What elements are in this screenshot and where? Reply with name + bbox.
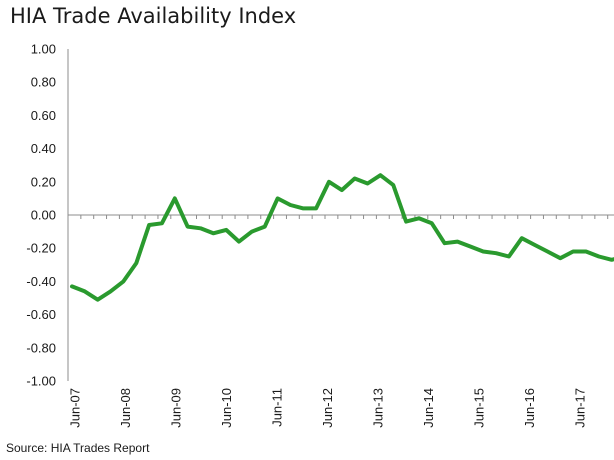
- x-tick-label: Jun-07: [68, 388, 83, 428]
- y-tick-label: 0.40: [31, 141, 56, 156]
- x-tick-labels: Jun-07 Jun-08 Jun-09 Jun-10 Jun-11 Jun-12 Jun-…: [68, 388, 588, 428]
- x-tick-label: Jun-17: [573, 388, 588, 428]
- x-tick-label: Jun-11: [270, 388, 285, 427]
- chart-title: HIA Trade Availability Index: [10, 4, 297, 28]
- x-tick-label: Jun-08: [118, 388, 133, 428]
- y-tick-label: 0.20: [31, 174, 56, 189]
- source-note: Source: HIA Trades Report: [6, 441, 150, 455]
- x-tick-label: Jun-09: [169, 388, 184, 428]
- series-line: [70, 173, 614, 302]
- x-tick-label: Jun-16: [522, 388, 537, 428]
- y-tick-label: 0.00: [31, 208, 56, 223]
- x-tick-label: Jun-13: [371, 388, 386, 428]
- line-chart: 1.00 0.80 0.60 0.40 0.20 0.00 -0.20 -0.40 -0.60 -…: [26, 42, 614, 428]
- x-tick-label: Jun-15: [472, 388, 487, 428]
- x-tick-label: Jun-14: [421, 388, 436, 428]
- x-tick-label: Jun-12: [320, 388, 335, 428]
- x-tick-label: Jun-10: [219, 388, 234, 428]
- y-tick-label: -0.20: [26, 241, 56, 256]
- y-tick-label: -0.80: [26, 340, 56, 355]
- x-axis-ticks: [67, 215, 609, 219]
- y-tick-label: -0.60: [26, 307, 56, 322]
- y-tick-label: -0.40: [26, 274, 56, 289]
- y-tick-label: 0.60: [31, 108, 56, 123]
- y-tick-label: -1.00: [26, 374, 56, 389]
- y-tick-label: 1.00: [31, 42, 56, 57]
- y-tick-labels: 1.00 0.80 0.60 0.40 0.20 0.00 -0.20 -0.40 -0.60 -…: [26, 42, 56, 389]
- y-tick-label: 0.80: [31, 75, 56, 90]
